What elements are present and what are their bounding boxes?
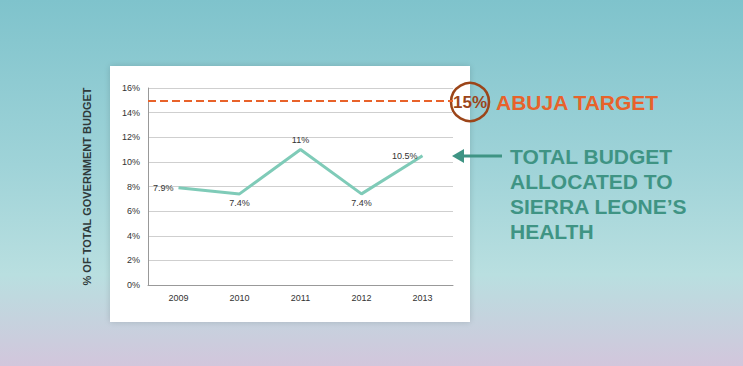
- svg-text:14%: 14%: [122, 108, 140, 118]
- svg-text:12%: 12%: [122, 132, 140, 142]
- svg-text:% OF TOTAL GOVERNMENT BUDGET: % OF TOTAL GOVERNMENT BUDGET: [81, 87, 93, 285]
- svg-text:2012: 2012: [351, 293, 371, 303]
- svg-text:2009: 2009: [168, 293, 188, 303]
- svg-text:16%: 16%: [122, 83, 140, 93]
- svg-text:6%: 6%: [127, 206, 140, 216]
- svg-text:HEALTH: HEALTH: [510, 220, 594, 243]
- svg-text:10%: 10%: [122, 157, 140, 167]
- svg-text:ABUJA TARGET: ABUJA TARGET: [496, 91, 658, 114]
- svg-text:2011: 2011: [291, 293, 310, 303]
- svg-text:ALLOCATED TO: ALLOCATED TO: [510, 170, 673, 193]
- svg-text:2013: 2013: [412, 293, 432, 303]
- svg-text:TOTAL BUDGET: TOTAL BUDGET: [510, 145, 672, 168]
- svg-text:2%: 2%: [127, 255, 140, 265]
- svg-text:10.5%: 10.5%: [392, 151, 418, 161]
- svg-text:11%: 11%: [292, 135, 309, 145]
- svg-text:SIERRA LEONE’S: SIERRA LEONE’S: [510, 195, 687, 218]
- svg-text:8%: 8%: [127, 182, 140, 192]
- svg-text:4%: 4%: [127, 231, 140, 241]
- svg-text:2010: 2010: [229, 293, 249, 303]
- svg-text:7.4%: 7.4%: [229, 198, 250, 208]
- svg-text:15%: 15%: [453, 93, 487, 112]
- svg-text:7.4%: 7.4%: [351, 198, 372, 208]
- svg-text:7.9%: 7.9%: [153, 183, 174, 193]
- svg-text:0%: 0%: [127, 280, 140, 290]
